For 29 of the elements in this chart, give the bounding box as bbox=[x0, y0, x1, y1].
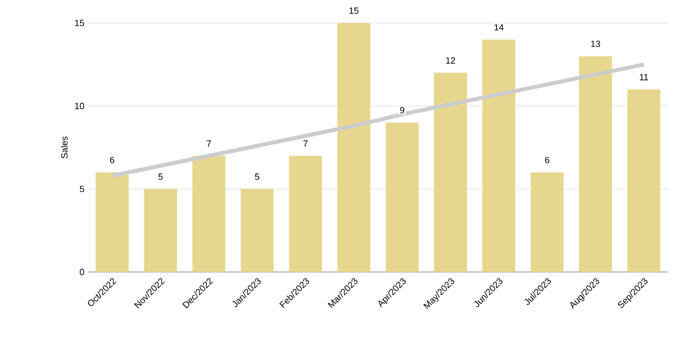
bar bbox=[627, 89, 660, 272]
data-label: 6 bbox=[545, 156, 550, 164]
bar bbox=[579, 56, 612, 272]
data-label: 12 bbox=[446, 57, 456, 64]
bar bbox=[192, 156, 226, 272]
data-label: 9 bbox=[400, 107, 404, 114]
bar bbox=[289, 156, 322, 272]
bar bbox=[240, 189, 274, 272]
data-label: 15 bbox=[350, 8, 358, 14]
bar bbox=[434, 72, 468, 272]
bar bbox=[337, 23, 370, 272]
y-axis-title: Sales bbox=[60, 136, 68, 158]
data-label: 6 bbox=[110, 156, 114, 164]
y-tick-label: 15 bbox=[75, 20, 84, 26]
bar bbox=[96, 172, 129, 272]
bar bbox=[386, 122, 419, 272]
data-label: 7 bbox=[303, 140, 308, 147]
data-label: 13 bbox=[591, 40, 600, 48]
y-tick-label: 10 bbox=[75, 102, 84, 110]
data-label: 14 bbox=[494, 24, 504, 30]
data-label: 5 bbox=[255, 174, 260, 180]
y-tick-label: 5 bbox=[80, 186, 84, 192]
data-label: 5 bbox=[158, 174, 163, 180]
y-tick-label: 0 bbox=[80, 268, 84, 276]
data-label: 7 bbox=[206, 140, 211, 147]
bar bbox=[144, 189, 178, 272]
data-label: 11 bbox=[640, 74, 648, 80]
bar bbox=[482, 40, 516, 272]
bar bbox=[530, 172, 564, 272]
